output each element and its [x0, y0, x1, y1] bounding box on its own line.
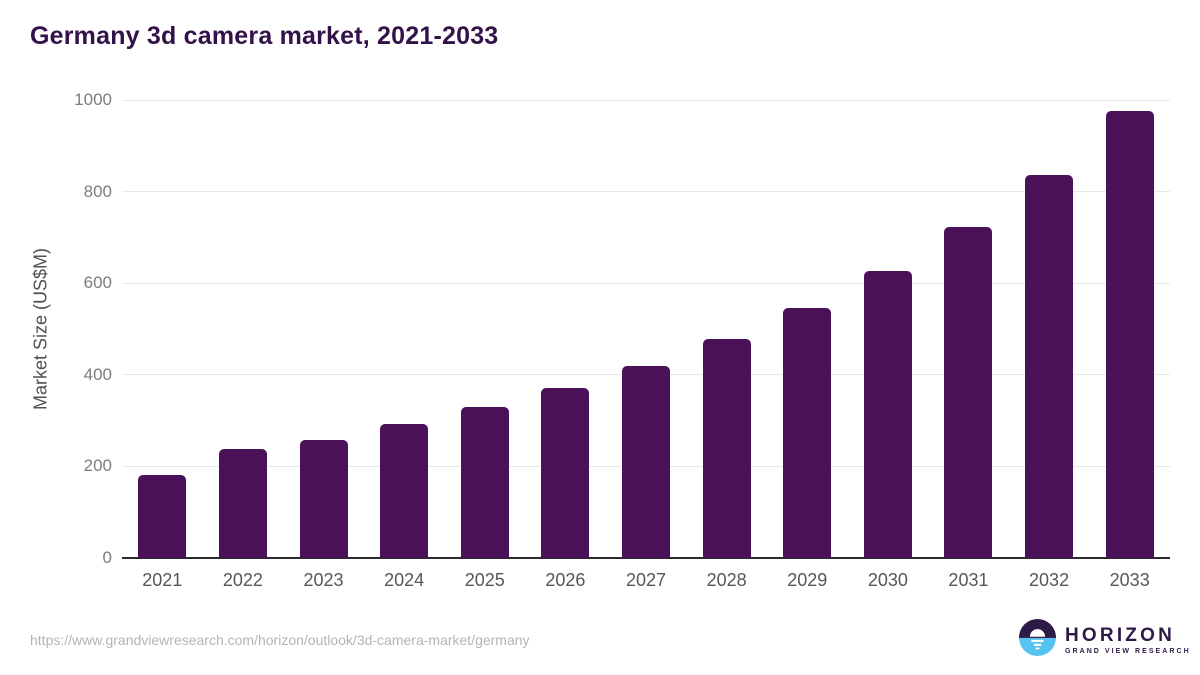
bar-2023[interactable] [299, 440, 348, 558]
x-tick-label-2024: 2024 [384, 570, 425, 590]
bar-2024[interactable] [380, 423, 429, 558]
horizon-logo-icon [1019, 619, 1056, 661]
x-tick-label-2033: 2033 [1109, 570, 1150, 590]
x-tick-label-2027: 2027 [625, 570, 667, 590]
x-tick-label-2031: 2031 [948, 570, 989, 590]
x-axis-tick-labels: 2021 2022 2023 2024 2025 2026 2027 2028 2029 2030… [122, 570, 1170, 594]
bar-2030[interactable] [863, 270, 912, 558]
horizon-sub-brand: GRAND VIEW RESEARCH [1065, 647, 1191, 655]
bar-2032[interactable] [1025, 174, 1074, 558]
bar-2031[interactable] [944, 226, 993, 558]
x-tick-label-2028: 2028 [706, 570, 747, 590]
x-tick-label-2021: 2021 [142, 570, 183, 590]
x-tick-label-2030: 2030 [867, 570, 908, 590]
bar-2022[interactable] [218, 449, 267, 558]
y-tick-label-1000: 1000 [74, 90, 112, 109]
gridline-800 [122, 191, 1170, 193]
plot-area [122, 99, 1170, 559]
x-axis-line [122, 557, 1170, 559]
x-tick-label-2029: 2029 [787, 570, 828, 590]
y-tick-label-400: 400 [83, 364, 112, 384]
gridline-1000 [122, 99, 1170, 101]
gridline-600 [122, 282, 1170, 284]
x-tick-label-2022: 2022 [222, 570, 263, 590]
x-tick-label-2026: 2026 [545, 570, 586, 590]
source-url: https://www.grandviewresearch.com/horizo… [30, 632, 530, 648]
x-tick-label-2032: 2032 [1029, 570, 1070, 590]
bar-2029[interactable] [783, 307, 832, 558]
horizon-brand-name: HORIZON [1065, 624, 1176, 646]
y-tick-label-800: 800 [83, 181, 112, 201]
bar-2025[interactable] [460, 407, 509, 558]
y-tick-label-200: 200 [83, 456, 112, 476]
bar-2026[interactable] [541, 387, 590, 558]
bar-2027[interactable] [622, 365, 670, 558]
bar-2021[interactable] [138, 475, 187, 558]
bar-2028[interactable] [702, 338, 751, 558]
y-tick-label-0: 0 [102, 548, 112, 567]
bar-2033[interactable] [1105, 111, 1154, 558]
chart-title: Germany 3d camera market, 2021-2033 [30, 22, 499, 50]
x-tick-label-2023: 2023 [303, 570, 344, 590]
y-tick-label-600: 600 [83, 273, 112, 293]
x-tick-label-2025: 2025 [464, 570, 505, 590]
horizon-logo-text: HORIZON GRAND VIEW RESEARCH [1065, 626, 1191, 655]
horizon-logo: HORIZON GRAND VIEW RESEARCH [1019, 619, 1191, 661]
y-axis-tick-labels: 0 200 400 600 800 1000 [0, 90, 112, 567]
